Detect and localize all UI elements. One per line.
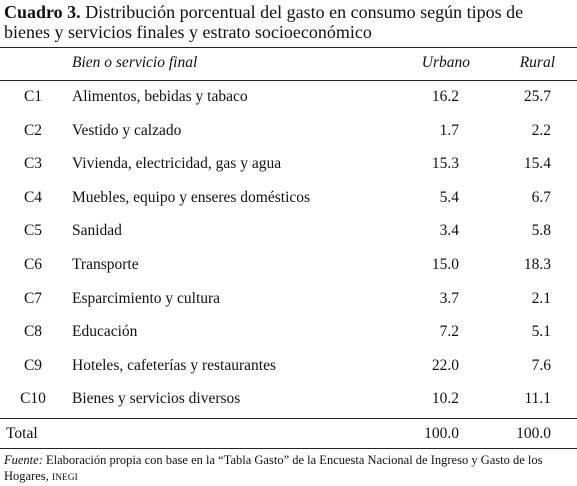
value-cell: 6.7: [531, 188, 551, 206]
row-code: C1: [23, 88, 43, 105]
row-code: C8: [23, 323, 43, 341]
rule: [0, 47, 577, 48]
value-cell: 2.1: [531, 289, 551, 307]
row-label: Hoteles, cafeterías y restaurantes: [72, 356, 276, 374]
value-cell: 25.7: [523, 88, 551, 105]
row-code: C7: [23, 289, 43, 307]
source-note: Fuente: Elaboración propia con base en l…: [4, 452, 576, 486]
value-cell: 15.0: [431, 256, 459, 273]
header-cell: Urbano: [421, 54, 470, 71]
row-code: C5: [23, 222, 43, 240]
value-cell: 16.2: [431, 88, 459, 105]
row-label: Bienes y servicios diversos: [72, 390, 241, 408]
row-label: Transporte: [72, 256, 139, 273]
value-cell: 10.2: [431, 390, 459, 408]
total-value: 100.0: [424, 425, 459, 442]
row-code: C3: [23, 155, 43, 173]
row-label: Vivienda, electricidad, gas y agua: [72, 155, 282, 173]
value-cell: 15.3: [431, 155, 459, 173]
value-cell: 1.7: [439, 121, 459, 139]
row-label: Muebles, equipo y enseres domésticos: [72, 188, 311, 206]
total-value: 100.0: [516, 425, 551, 442]
value-cell: 3.4: [439, 222, 459, 240]
source-text: Elaboración propia con base en la “Tabla…: [4, 453, 543, 483]
header-cell: Rural: [519, 54, 555, 71]
row-code: C10: [20, 390, 46, 408]
row-code: C6: [23, 256, 43, 273]
row-label: Educación: [72, 323, 138, 341]
title-text: Distribución porcentual del gasto en con…: [4, 2, 524, 42]
value-cell: 7.2: [439, 323, 459, 341]
value-cell: 2.2: [531, 121, 551, 139]
row-code: C4: [23, 188, 43, 206]
value-cell: 22.0: [431, 356, 459, 374]
header-cell: Bien o servicio final: [72, 54, 198, 71]
row-label: Sanidad: [72, 222, 122, 240]
value-cell: 5.4: [439, 188, 459, 206]
title-label: Cuadro 3.: [4, 2, 81, 22]
row-label: Esparcimiento y cultura: [72, 289, 221, 307]
row-label: Alimentos, bebidas y tabaco: [72, 88, 248, 105]
value-cell: 5.1: [531, 323, 551, 341]
value-cell: 15.4: [523, 155, 551, 173]
source-org: INEGI: [51, 473, 78, 483]
rule: [0, 418, 577, 419]
value-cell: 11.1: [524, 390, 551, 408]
row-label: Vestido y calzado: [72, 121, 182, 139]
value-cell: 5.8: [531, 222, 551, 240]
row-code: C9: [23, 356, 43, 374]
value-cell: 3.7: [439, 289, 459, 307]
rule: [0, 80, 577, 81]
rule: [0, 448, 577, 449]
source-label: Fuente:: [4, 453, 43, 467]
value-cell: 7.6: [531, 356, 551, 374]
row-code: C2: [23, 121, 43, 139]
total-label: Total: [6, 425, 38, 442]
title: Cuadro 3. Distribución porcentual del ga…: [4, 2, 570, 42]
value-cell: 18.3: [523, 256, 551, 273]
